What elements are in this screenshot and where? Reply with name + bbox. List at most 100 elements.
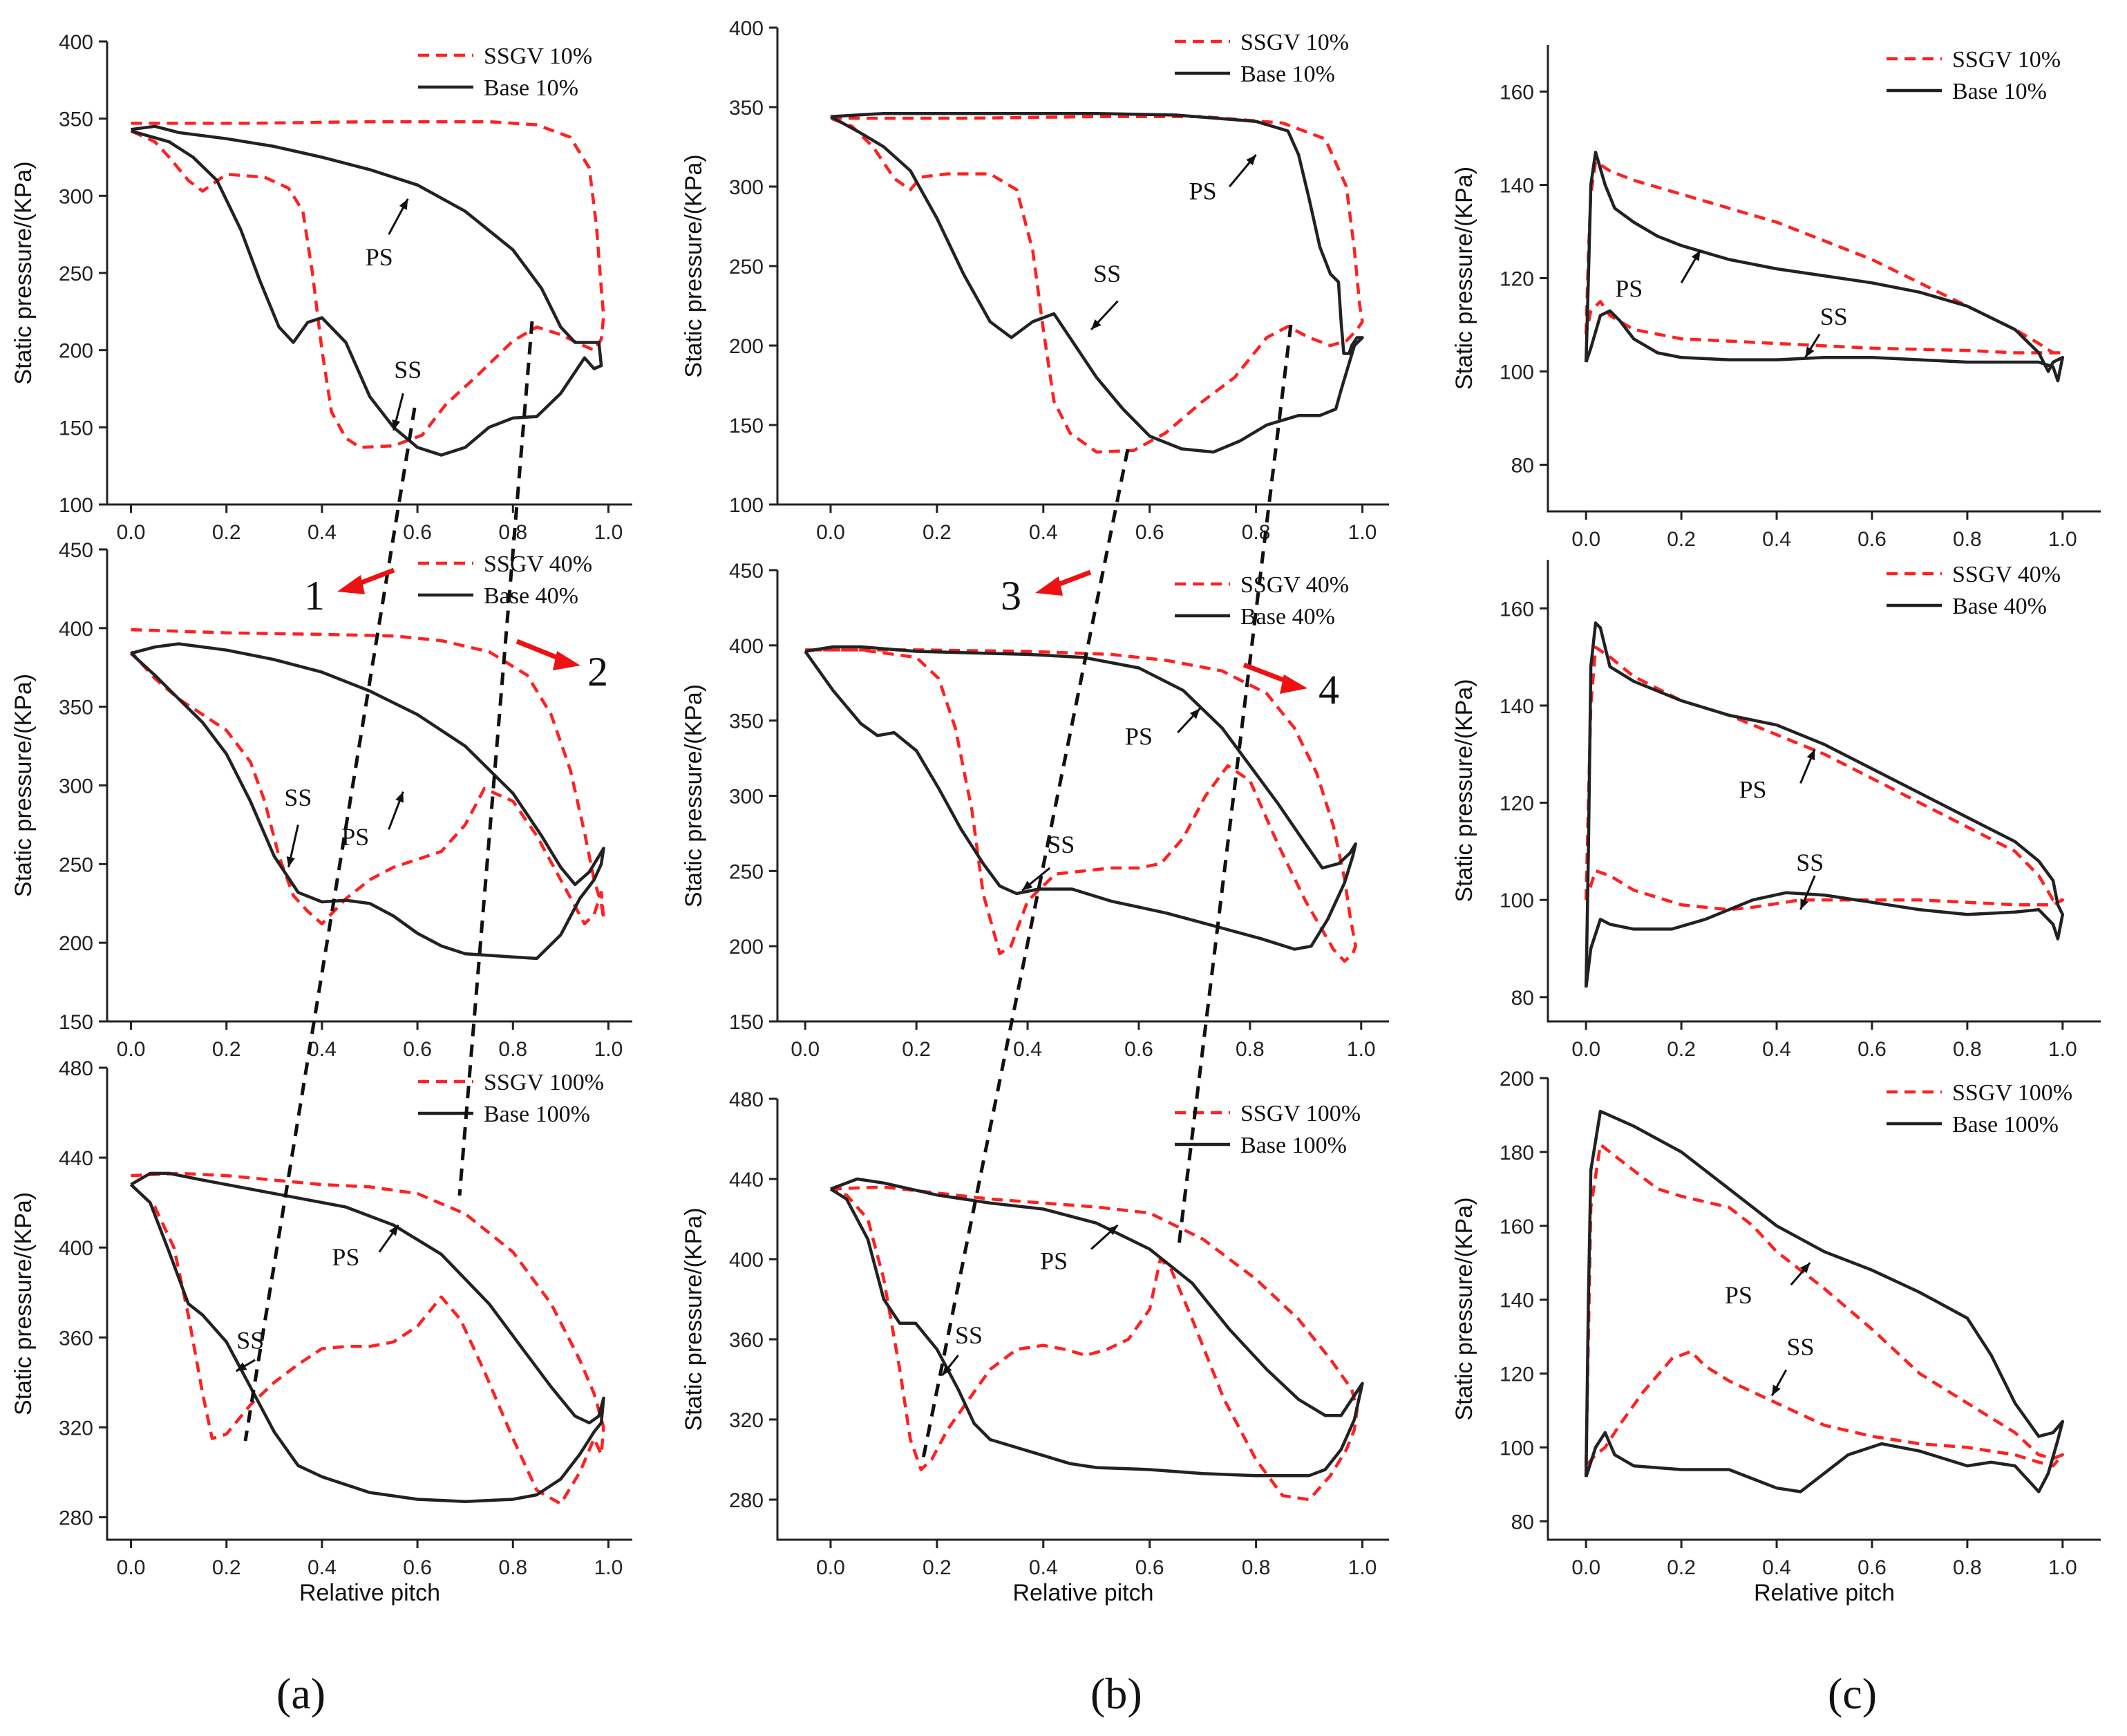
y-tick-label: 300 (729, 176, 764, 199)
red-arrow-2 (516, 639, 565, 663)
y-tick-label: 360 (729, 1329, 764, 1352)
x-tick-label: 0.2 (1667, 528, 1696, 551)
x-tick-label: 0.2 (212, 1038, 241, 1061)
x-tick-label: 0.6 (403, 1038, 432, 1061)
x-tick-label: 0.0 (1571, 1038, 1600, 1061)
annotation-arrowhead (236, 1362, 247, 1372)
x-tick-label: 0.0 (117, 1038, 146, 1061)
axes-frame (776, 1099, 1389, 1541)
y-tick-label: 400 (729, 635, 764, 658)
x-tick-label: 0.2 (212, 521, 241, 544)
x-tick-label: 1.0 (1348, 1556, 1377, 1579)
red-arrow-4-head (1280, 674, 1307, 694)
y-tick-label: 160 (1500, 82, 1534, 104)
annotation-ss: SS (1786, 1333, 1814, 1361)
x-tick-label: 0.8 (1236, 1038, 1265, 1061)
y-tick-label: 450 (729, 560, 764, 583)
y-tick-label: 200 (729, 936, 764, 959)
legend-label: SSGV 100% (1240, 1101, 1361, 1126)
annotation-arrowhead (1189, 708, 1200, 719)
x-axis-label: Relative pitch (299, 1580, 440, 1606)
chart-panel-b1: 0.0 0.2 0.4 0.6 0.8 1.0100150200250300350400S… (681, 17, 1389, 544)
y-tick-label: 350 (729, 710, 764, 733)
y-tick-label: 100 (729, 494, 764, 517)
y-tick-label: 150 (59, 1011, 93, 1034)
x-tick-label: 0.4 (1762, 1038, 1791, 1061)
marker-4: 4 (1318, 667, 1339, 713)
x-tick-label: 0.2 (1667, 1038, 1696, 1061)
annotation-ps: PS (332, 1243, 359, 1271)
x-tick-label: 0.0 (816, 1556, 845, 1579)
x-tick-label: 0.6 (403, 521, 432, 544)
y-tick-label: 360 (59, 1327, 93, 1350)
y-tick-label: 200 (59, 932, 93, 955)
series-line-base (804, 645, 1357, 951)
y-tick-label: 150 (729, 1011, 764, 1034)
y-tick-label: 400 (59, 618, 93, 641)
y-tick-label: 150 (729, 415, 764, 437)
series-line-base (829, 1177, 1364, 1478)
axes-frame (1547, 45, 2101, 513)
chart-panel-a3: 0.0 0.2 0.4 0.6 0.8 1.0 280 320 360 400 440 480 Stat… (10, 1057, 632, 1606)
legend-label: SSGV 100% (1952, 1080, 2072, 1106)
y-tick-label: 350 (729, 97, 764, 120)
y-tick-label: 100 (1500, 361, 1534, 384)
x-axis-label: Relative pitch (1012, 1580, 1153, 1606)
x-tick-label: 1.0 (2048, 1038, 2077, 1061)
y-tick-label: 100 (1500, 1437, 1534, 1460)
series-line-base (129, 1171, 605, 1503)
legend-label: SSGV 40% (1952, 562, 2061, 587)
y-tick-label: 80 (1511, 455, 1534, 478)
y-tick-label: 80 (1511, 1511, 1534, 1534)
y-tick-label: 480 (729, 1088, 764, 1111)
annotation-arrowhead (395, 791, 404, 803)
y-tick-label: 180 (1500, 1142, 1534, 1164)
x-tick-label: 0.4 (1013, 1038, 1042, 1061)
y-axis-label: Static pressure/(KPa) (10, 1192, 37, 1415)
chart-panel-a2: 0.0 0.2 0.4 0.6 0.8 1.0 150 200 250 300 350 400 450 S… (10, 539, 632, 1061)
x-tick-label: 0.4 (1762, 528, 1791, 551)
y-tick-label: 120 (1500, 793, 1534, 815)
legend-label: SSGV 40% (484, 551, 592, 577)
y-tick-label: 120 (1500, 268, 1534, 291)
marker-3: 3 (1001, 573, 1021, 619)
marker-2: 2 (587, 649, 608, 695)
legend-label: Base 100% (1952, 1112, 2059, 1138)
annotation-arrowhead (1799, 1263, 1811, 1274)
y-tick-label: 320 (59, 1417, 93, 1440)
axes-frame (1547, 1078, 2101, 1541)
y-axis-label: Static pressure/(KPa) (1451, 167, 1477, 390)
x-tick-label: 0.2 (902, 1038, 931, 1061)
x-tick-label: 0.2 (1667, 1556, 1696, 1579)
x-tick-label: 1.0 (1347, 1038, 1376, 1061)
series-line-ssgv (830, 115, 1364, 454)
x-tick-label: 0.2 (923, 1556, 952, 1579)
y-tick-label: 280 (59, 1507, 93, 1529)
annotation-ps: PS (366, 243, 393, 271)
y-tick-label: 280 (729, 1489, 764, 1512)
y-tick-label: 300 (729, 786, 764, 809)
caption-a: (a) (276, 1669, 325, 1718)
annotation-arrowhead (1772, 1384, 1781, 1396)
annotation-arrowhead (1805, 346, 1815, 358)
series-line-ssgv (830, 1185, 1359, 1502)
y-tick-label: 100 (1500, 889, 1534, 912)
annotation-ps: PS (1040, 1247, 1068, 1275)
x-tick-label: 0.6 (1124, 1038, 1153, 1061)
annotation-arrowhead (1800, 898, 1808, 910)
y-tick-label: 440 (729, 1169, 764, 1191)
series-line-ssgv (129, 1171, 605, 1506)
axes-frame (1547, 560, 2101, 1023)
x-tick-label: 1.0 (594, 521, 623, 544)
annotation-ss: SS (1796, 849, 1824, 876)
x-tick-label: 0.0 (791, 1038, 820, 1061)
annotation-ps: PS (1725, 1281, 1752, 1309)
y-tick-label: 150 (59, 417, 93, 440)
chart-panel-b3: 0.0 0.2 0.4 0.6 0.8 1.0 280 320 360 400 440 480 Stat… (681, 1088, 1389, 1606)
y-tick-label: 160 (1500, 1216, 1534, 1238)
x-tick-label: 0.6 (1857, 1556, 1887, 1579)
y-tick-label: 160 (1500, 598, 1534, 621)
annotation-ss: SS (1820, 303, 1848, 330)
legend-label: SSGV 10% (1952, 47, 2061, 73)
